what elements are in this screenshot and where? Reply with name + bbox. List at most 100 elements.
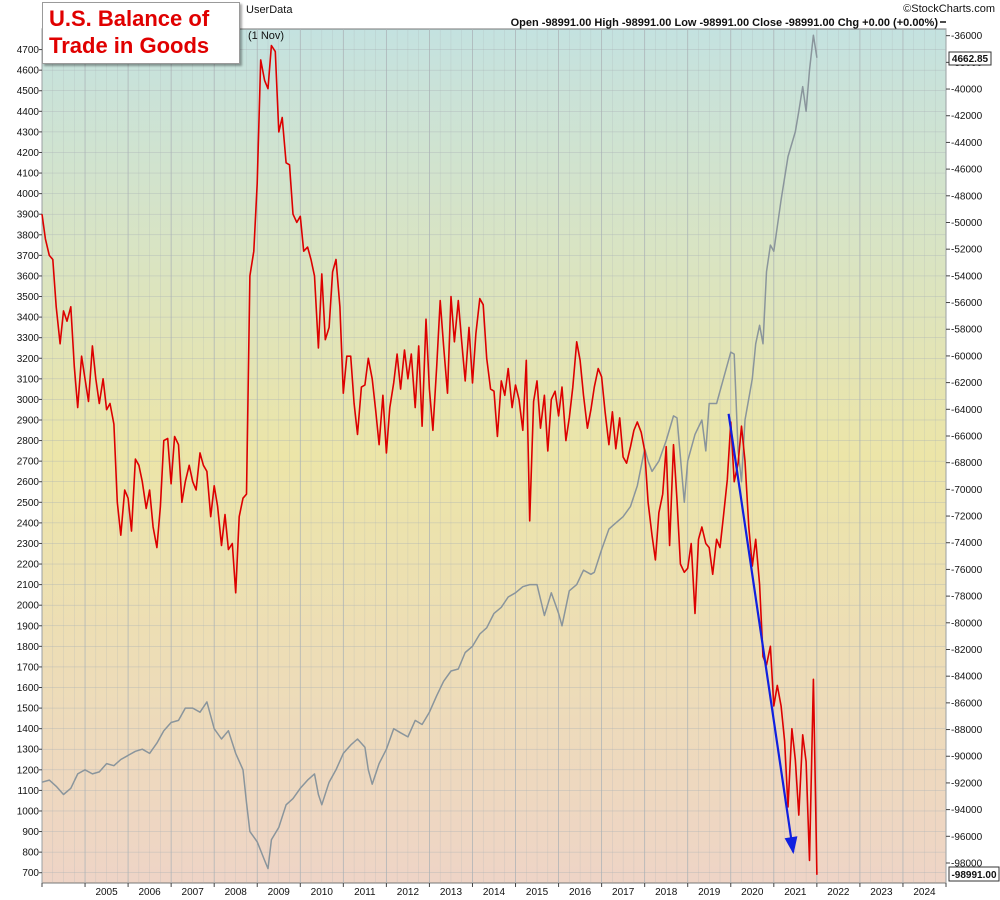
right-tick-label: -74000 [951,538,983,549]
x-tick-label: 2014 [483,887,506,898]
right-tick-label: -76000 [951,565,983,576]
right-tick-label: -50000 [951,218,983,229]
right-tick-label: -40000 [951,85,983,96]
left-tick-label: 2800 [17,436,40,447]
left-tick-label: 2100 [17,580,40,591]
right-tick-label: -54000 [951,271,983,282]
right-tick-label: -82000 [951,645,983,656]
right-tick-label: -78000 [951,592,983,603]
left-tick-label: 4600 [17,66,40,77]
right-tick-label: -42000 [951,111,983,122]
left-tick-label: 3000 [17,395,40,406]
left-tick-label: 1200 [17,765,40,776]
x-tick-label: 2022 [827,887,850,898]
left-tick-label: 1400 [17,724,40,735]
left-tick-label: 3400 [17,313,40,324]
left-tick-label: 1700 [17,662,40,673]
right-tick-label: -48000 [951,191,983,202]
left-tick-label: 700 [22,868,39,879]
left-tick-label: 1300 [17,745,40,756]
right-tick-label: -70000 [951,485,983,496]
left-tick-label: 2700 [17,457,40,468]
left-last-value-text: 4662.85 [952,54,989,65]
left-tick-label: 4100 [17,169,40,180]
left-tick-label: 3900 [17,210,40,221]
right-tick-label: -84000 [951,672,983,683]
right-axis: -98000 -96000 -94000 -92000 -90000 -88000 -860… [946,31,983,869]
right-tick-label: -46000 [951,165,983,176]
left-tick-label: 4400 [17,107,40,118]
left-tick-label: 3200 [17,354,40,365]
right-tick-label: -62000 [951,378,983,389]
x-tick-label: 2019 [698,887,721,898]
x-tick-label: 2021 [784,887,807,898]
x-tick-label: 2007 [182,887,205,898]
left-tick-label: 2400 [17,518,40,529]
left-tick-label: 3300 [17,333,40,344]
left-tick-label: 900 [22,827,39,838]
left-tick-label: 3800 [17,230,40,241]
right-tick-label: -80000 [951,618,983,629]
left-tick-label: 4200 [17,148,40,159]
source-label: UserData [246,4,293,16]
right-tick-label: -60000 [951,351,983,362]
left-tick-label: 4000 [17,189,40,200]
x-tick-label: 2013 [440,887,463,898]
x-tick-label: 2023 [870,887,893,898]
left-tick-label: 2600 [17,477,40,488]
chart-title-line-2: Trade in Goods [49,33,210,58]
right-tick-label: -66000 [951,431,983,442]
right-tick-label: -64000 [951,405,983,416]
left-tick-label: 1800 [17,642,40,653]
x-tick-label: 2015 [526,887,549,898]
x-tick-label: 2005 [95,887,118,898]
period-note: (1 Nov) [248,30,284,42]
right-tick-label: -86000 [951,698,983,709]
left-tick-label: 3700 [17,251,40,262]
left-tick-label: 3600 [17,271,40,282]
x-tick-label: 2018 [655,887,678,898]
right-tick-label: -44000 [951,138,983,149]
right-tick-label: -90000 [951,752,983,763]
x-tick-label: 2024 [913,887,936,898]
right-tick-label: -92000 [951,778,983,789]
x-tick-label: 2017 [612,887,635,898]
left-last-value: 4662.85 [948,51,992,66]
x-axis: 2005 2006 2007 2008 2009 2010 2011 2012 2013 2014… [41,883,947,898]
left-tick-label: 4700 [17,45,40,56]
header: UserData ©StockCharts.com Open -98991.00… [246,3,995,29]
left-tick-label: 2000 [17,601,40,612]
right-tick-label: -88000 [951,725,983,736]
left-tick-label: 1600 [17,683,40,694]
balance-line [41,44,818,875]
right-last-value-text: -98991.00 [951,870,996,881]
left-tick-label: 2500 [17,498,40,509]
left-tick-label: 1000 [17,806,40,817]
left-tick-label: 1900 [17,621,40,632]
brand-label: ©StockCharts.com [903,3,995,15]
x-tick-label: 2012 [397,887,420,898]
x-tick-label: 2010 [311,887,334,898]
x-tick-label: 2020 [741,887,764,898]
chart-title-line-1: U.S. Balance of [49,6,210,31]
left-tick-label: 4300 [17,127,40,138]
left-axis: 700 800 900 1000 1100 1200 1300 1400 1500 1600 170… [17,45,42,879]
right-tick-label: -96000 [951,832,983,843]
x-tick-label: 2016 [569,887,592,898]
left-tick-label: 2900 [17,415,40,426]
x-tick-label: 2006 [138,887,161,898]
left-tick-label: 2300 [17,539,40,550]
ohlc-readout: Open -98991.00 High -98991.00 Low -98991… [511,17,939,29]
right-last-value: -98991.00 [948,866,1000,882]
trend-arrow-shaft [727,413,795,853]
chart-title-box: U.S. Balance of Trade in Goods [42,2,240,64]
index-line [41,34,818,870]
right-tick-label: -58000 [951,325,983,336]
left-tick-label: 3500 [17,292,40,303]
right-tick-label: -56000 [951,298,983,309]
right-tick-label: -68000 [951,458,983,469]
grid [41,29,947,883]
left-tick-label: 800 [22,848,39,859]
left-tick-label: 3100 [17,374,40,385]
